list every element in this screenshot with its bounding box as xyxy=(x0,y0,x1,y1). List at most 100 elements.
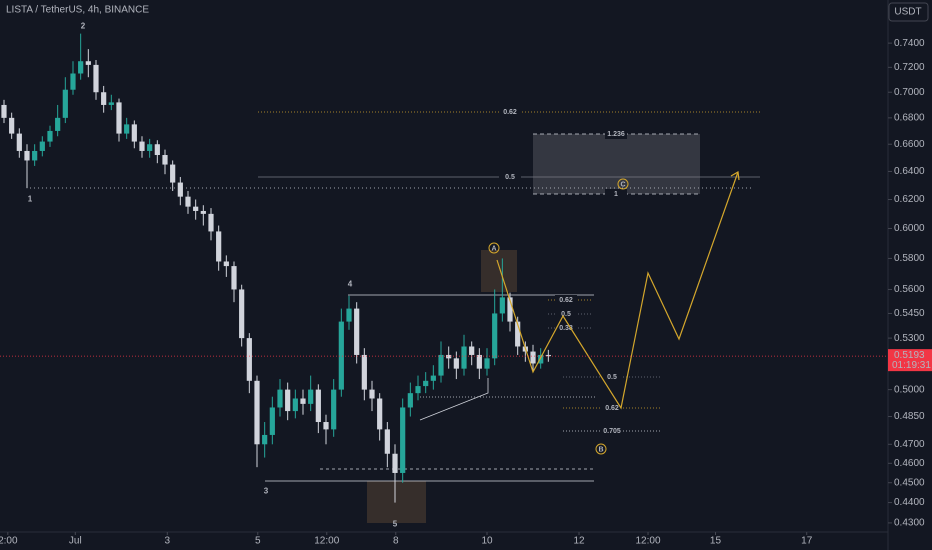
y-tick-label: 0.6200 xyxy=(894,194,925,205)
candle-body xyxy=(85,61,91,65)
candle-body xyxy=(438,354,444,376)
x-tick-label: 17 xyxy=(801,536,813,547)
candle-body xyxy=(16,133,22,151)
trend-line xyxy=(419,378,489,421)
candle-body xyxy=(308,389,314,404)
candle-body xyxy=(116,102,122,134)
candle-body xyxy=(423,380,429,387)
last-price-box xyxy=(888,349,932,372)
candle-body xyxy=(315,389,321,423)
candle-body xyxy=(377,398,383,430)
candle-body xyxy=(492,313,498,359)
wave-label: 3 xyxy=(264,487,269,496)
x-tick-label: 3 xyxy=(165,536,171,547)
fib-label: 0.38 xyxy=(559,325,573,332)
candle-body xyxy=(55,117,61,131)
candle-body xyxy=(200,210,206,214)
currency-button[interactable] xyxy=(888,2,929,22)
wave-label: 5 xyxy=(393,520,398,529)
candle-body xyxy=(407,393,413,408)
x-tick-label: 5 xyxy=(255,536,261,547)
candle-body xyxy=(32,150,38,161)
candle-body xyxy=(430,375,436,381)
candle-body xyxy=(93,64,99,93)
y-tick-label: 0.6000 xyxy=(894,223,925,234)
candle-body xyxy=(162,155,168,165)
candle-body xyxy=(231,266,237,290)
x-tick-label: 8 xyxy=(393,536,399,547)
y-tick-label: 0.5800 xyxy=(894,253,925,264)
candle-body xyxy=(131,124,137,142)
target-box xyxy=(533,134,700,194)
candle-body xyxy=(354,308,360,355)
symbol-title: LISTA / TetherUS, 4h, BINANCE xyxy=(6,5,149,16)
y-tick-label: 0.6400 xyxy=(894,166,925,177)
y-tick-label: 0.4300 xyxy=(894,518,925,529)
fib-label-bg xyxy=(601,403,623,413)
candle-body xyxy=(369,389,375,399)
candle-body xyxy=(170,164,176,183)
y-tick-label: 0.4500 xyxy=(894,477,925,488)
wave-a-box xyxy=(481,250,517,292)
fib-label-bg xyxy=(601,372,623,382)
candle-body xyxy=(515,321,521,347)
wave-circle xyxy=(488,242,500,254)
candle-body xyxy=(262,434,268,445)
candle-body xyxy=(78,61,84,74)
fib-label-bg xyxy=(499,172,521,182)
fib-label-bg xyxy=(555,295,577,305)
candle-body xyxy=(147,144,153,151)
candle-body xyxy=(246,338,252,381)
candle-body xyxy=(476,354,482,369)
candle-body xyxy=(239,289,245,339)
wave-5-box xyxy=(367,481,426,523)
fib-label: 0.5 xyxy=(607,374,617,381)
candle-body xyxy=(24,150,30,161)
x-tick-label: 15 xyxy=(710,536,722,547)
candle-body xyxy=(124,124,130,134)
currency-label[interactable]: USDT xyxy=(894,7,921,18)
y-tick-label: 0.5450 xyxy=(894,308,925,319)
projection-path xyxy=(496,171,739,410)
x-tick-label: 12:00 xyxy=(314,536,339,547)
fib-label: 0.705 xyxy=(603,428,621,435)
candle-body xyxy=(39,141,45,151)
candle-body xyxy=(331,389,337,430)
wave-circle xyxy=(617,178,629,190)
candle-body xyxy=(254,380,260,445)
y-tick-label: 0.4700 xyxy=(894,439,925,450)
fib-label: 0.5 xyxy=(561,311,571,318)
y-tick-label: 0.7400 xyxy=(894,38,925,49)
wave-label: A xyxy=(491,245,496,252)
last-price-label: 0.5193 xyxy=(894,350,925,361)
candle-body xyxy=(300,398,306,404)
candle-body xyxy=(154,144,160,156)
fib-label: 0.62 xyxy=(503,109,517,116)
candle-body xyxy=(384,429,390,454)
fib-label-bg xyxy=(605,129,627,139)
wave-label: B xyxy=(598,446,603,453)
candle-body xyxy=(469,346,475,355)
candle-body xyxy=(70,73,76,90)
x-tick-label: 10 xyxy=(481,536,493,547)
candle-body xyxy=(277,389,283,408)
candle-body xyxy=(177,182,183,197)
fib-label-bg xyxy=(605,189,627,199)
y-tick-label: 0.4850 xyxy=(894,411,925,422)
projection-arrow xyxy=(730,171,740,181)
x-tick-label: 12 xyxy=(573,536,585,547)
candle-body xyxy=(47,130,53,142)
fib-label: 1 xyxy=(614,191,618,198)
fib-label: 0.62 xyxy=(559,297,573,304)
candle-body xyxy=(484,358,490,369)
y-tick-label: 0.5600 xyxy=(894,284,925,295)
candle-body xyxy=(538,354,544,364)
y-tick-label: 0.5300 xyxy=(894,333,925,344)
candle-body xyxy=(101,92,107,105)
wave-circle xyxy=(595,443,607,455)
x-tick-label: 12:00 xyxy=(636,536,661,547)
candle-body xyxy=(461,346,467,369)
candle-body xyxy=(545,354,551,357)
